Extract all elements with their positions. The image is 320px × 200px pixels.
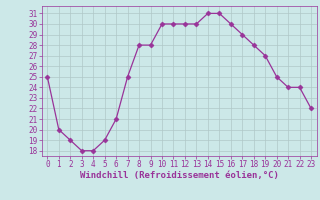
- X-axis label: Windchill (Refroidissement éolien,°C): Windchill (Refroidissement éolien,°C): [80, 171, 279, 180]
